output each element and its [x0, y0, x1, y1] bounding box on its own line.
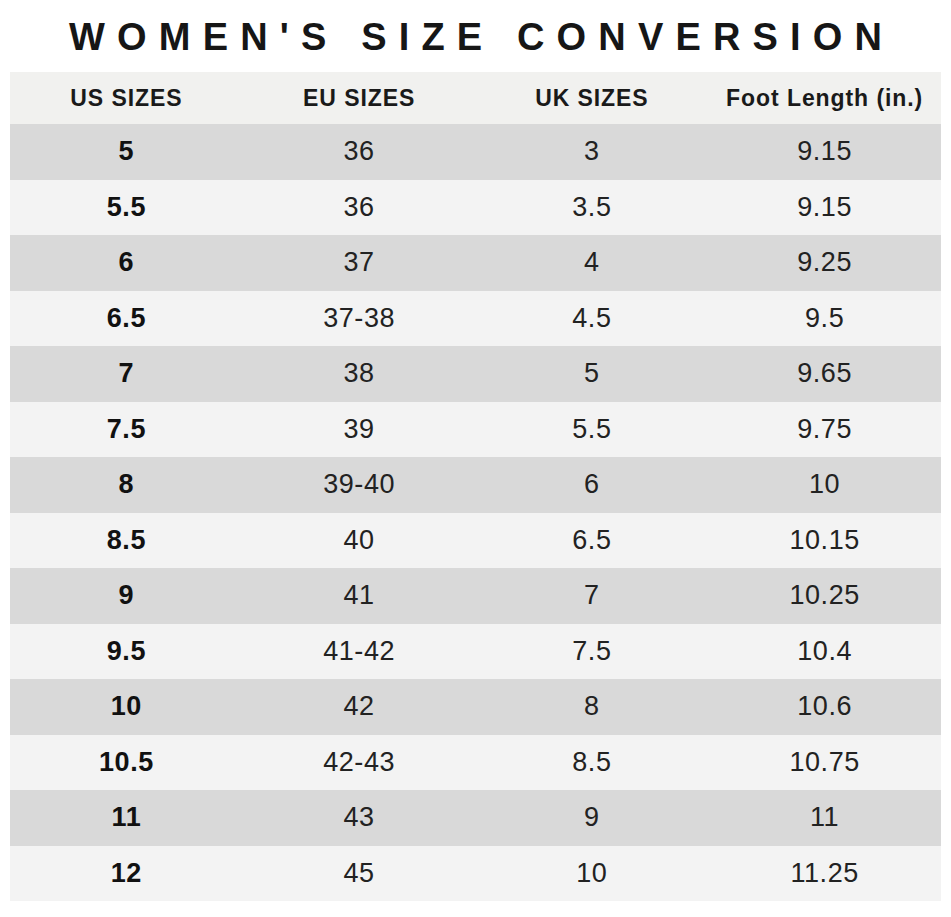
col-header-us-sizes: US SIZES — [10, 72, 243, 124]
us-size-cell: 9.5 — [10, 624, 243, 680]
table-row: 1042810.6 — [10, 679, 941, 735]
eu-size-cell: 36 — [243, 124, 476, 180]
eu-size-cell: 37-38 — [243, 291, 476, 347]
eu-size-cell: 41-42 — [243, 624, 476, 680]
foot-length-cell: 10 — [708, 457, 941, 513]
foot-length-cell: 11 — [708, 790, 941, 846]
foot-length-cell: 9.15 — [708, 180, 941, 236]
table-body: 53639.155.5363.59.1563749.256.537-384.59… — [10, 124, 941, 901]
eu-size-cell: 43 — [243, 790, 476, 846]
eu-size-cell: 39 — [243, 402, 476, 458]
eu-size-cell: 36 — [243, 180, 476, 236]
us-size-cell: 12 — [10, 846, 243, 902]
eu-size-cell: 42 — [243, 679, 476, 735]
foot-length-cell: 9.65 — [708, 346, 941, 402]
uk-size-cell: 5 — [476, 346, 709, 402]
header-row: US SIZES EU SIZES UK SIZES Foot Length (… — [10, 72, 941, 124]
uk-size-cell: 5.5 — [476, 402, 709, 458]
uk-size-cell: 7.5 — [476, 624, 709, 680]
uk-size-cell: 8 — [476, 679, 709, 735]
size-conversion-table-container: US SIZES EU SIZES UK SIZES Foot Length (… — [10, 72, 941, 901]
eu-size-cell: 37 — [243, 235, 476, 291]
table-row: 8.5406.510.15 — [10, 513, 941, 569]
table-row: 73859.65 — [10, 346, 941, 402]
us-size-cell: 8 — [10, 457, 243, 513]
foot-length-cell: 10.25 — [708, 568, 941, 624]
uk-size-cell: 3.5 — [476, 180, 709, 236]
table-row: 9.541-427.510.4 — [10, 624, 941, 680]
eu-size-cell: 40 — [243, 513, 476, 569]
uk-size-cell: 7 — [476, 568, 709, 624]
uk-size-cell: 6.5 — [476, 513, 709, 569]
size-conversion-table: US SIZES EU SIZES UK SIZES Foot Length (… — [10, 72, 941, 901]
table-header: US SIZES EU SIZES UK SIZES Foot Length (… — [10, 72, 941, 124]
us-size-cell: 7 — [10, 346, 243, 402]
foot-length-cell: 9.15 — [708, 124, 941, 180]
table-row: 1143911 — [10, 790, 941, 846]
us-size-cell: 6.5 — [10, 291, 243, 347]
foot-length-cell: 10.15 — [708, 513, 941, 569]
col-header-eu-sizes: EU SIZES — [243, 72, 476, 124]
eu-size-cell: 41 — [243, 568, 476, 624]
us-size-cell: 10 — [10, 679, 243, 735]
foot-length-cell: 10.6 — [708, 679, 941, 735]
uk-size-cell: 10 — [476, 846, 709, 902]
us-size-cell: 8.5 — [10, 513, 243, 569]
us-size-cell: 5.5 — [10, 180, 243, 236]
us-size-cell: 7.5 — [10, 402, 243, 458]
table-row: 7.5395.59.75 — [10, 402, 941, 458]
foot-length-cell: 11.25 — [708, 846, 941, 902]
eu-size-cell: 42-43 — [243, 735, 476, 791]
table-row: 941710.25 — [10, 568, 941, 624]
eu-size-cell: 39-40 — [243, 457, 476, 513]
us-size-cell: 9 — [10, 568, 243, 624]
foot-length-cell: 10.4 — [708, 624, 941, 680]
page-title: WOMEN'S SIZE CONVERSION — [0, 0, 951, 72]
col-header-uk-sizes: UK SIZES — [476, 72, 709, 124]
us-size-cell: 6 — [10, 235, 243, 291]
table-row: 53639.15 — [10, 124, 941, 180]
us-size-cell: 10.5 — [10, 735, 243, 791]
uk-size-cell: 4 — [476, 235, 709, 291]
us-size-cell: 5 — [10, 124, 243, 180]
table-row: 10.542-438.510.75 — [10, 735, 941, 791]
uk-size-cell: 8.5 — [476, 735, 709, 791]
size-conversion-page: WOMEN'S SIZE CONVERSION US SIZES EU SIZE… — [0, 0, 951, 917]
us-size-cell: 11 — [10, 790, 243, 846]
table-row: 63749.25 — [10, 235, 941, 291]
table-row: 5.5363.59.15 — [10, 180, 941, 236]
eu-size-cell: 45 — [243, 846, 476, 902]
foot-length-cell: 9.5 — [708, 291, 941, 347]
table-row: 12451011.25 — [10, 846, 941, 902]
eu-size-cell: 38 — [243, 346, 476, 402]
foot-length-cell: 9.25 — [708, 235, 941, 291]
foot-length-cell: 9.75 — [708, 402, 941, 458]
uk-size-cell: 6 — [476, 457, 709, 513]
foot-length-cell: 10.75 — [708, 735, 941, 791]
table-row: 6.537-384.59.5 — [10, 291, 941, 347]
table-row: 839-40610 — [10, 457, 941, 513]
uk-size-cell: 9 — [476, 790, 709, 846]
col-header-foot-length: Foot Length (in.) — [708, 72, 941, 124]
uk-size-cell: 3 — [476, 124, 709, 180]
uk-size-cell: 4.5 — [476, 291, 709, 347]
